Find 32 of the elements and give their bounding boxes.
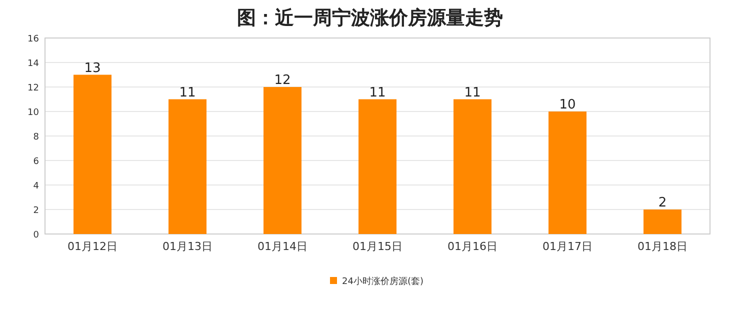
x-tick-label: 01月18日 <box>638 240 688 253</box>
x-tick-label: 01月13日 <box>162 240 212 253</box>
bar <box>74 74 112 234</box>
y-tick-label: 4 <box>33 182 40 192</box>
bar <box>644 210 682 234</box>
data-label: 10 <box>559 98 576 112</box>
y-tick-label: 0 <box>33 230 40 240</box>
y-tick-label: 16 <box>28 34 40 44</box>
y-tick-label: 2 <box>33 206 39 216</box>
x-tick-label: 01月17日 <box>542 240 592 253</box>
bar <box>454 99 492 234</box>
x-tick-label: 01月16日 <box>448 240 498 253</box>
data-label: 11 <box>464 85 481 100</box>
y-tick-label: 6 <box>33 157 40 167</box>
bar <box>548 112 586 234</box>
y-tick-label: 8 <box>33 132 40 142</box>
y-tick-label: 14 <box>28 59 40 69</box>
x-tick-label: 01月14日 <box>258 240 308 253</box>
data-label: 13 <box>84 60 101 76</box>
chart-title: 图：近一周宁波涨价房源量走势 <box>237 7 503 29</box>
x-tick-label: 01月15日 <box>352 240 402 253</box>
data-label: 12 <box>274 73 291 88</box>
legend-label: 24小时涨价房源(套) <box>342 276 424 287</box>
bar <box>168 99 206 234</box>
bar <box>358 99 396 234</box>
x-tick-label: 01月12日 <box>68 240 118 253</box>
data-label: 11 <box>369 85 386 100</box>
y-tick-label: 12 <box>28 84 39 94</box>
bar <box>264 87 302 234</box>
data-label: 2 <box>658 196 667 210</box>
y-tick-label: 10 <box>28 108 40 118</box>
data-label: 11 <box>179 85 196 100</box>
